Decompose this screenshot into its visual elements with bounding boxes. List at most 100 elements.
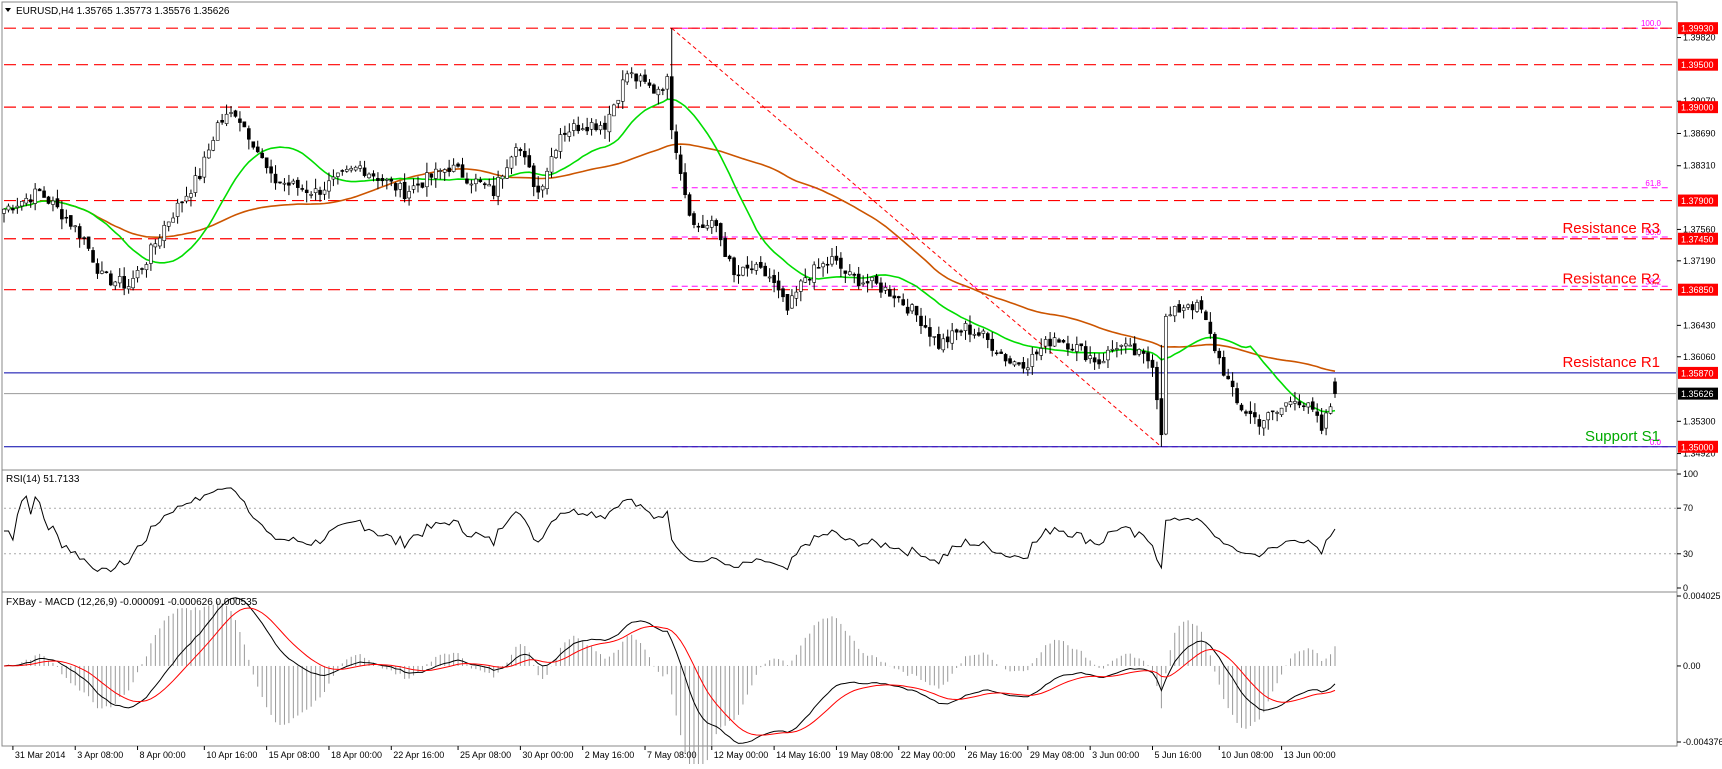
candle-body <box>1026 367 1030 371</box>
candle <box>1181 304 1186 319</box>
candle <box>1155 361 1159 410</box>
candle-body <box>1070 348 1075 351</box>
candle-body <box>64 216 69 219</box>
candle-body <box>1061 340 1066 343</box>
price-tag <box>1678 194 1718 207</box>
candle-body <box>171 217 175 223</box>
candle <box>198 168 202 181</box>
candle <box>1302 402 1306 411</box>
price-tag-label: 1.37450 <box>1681 234 1714 244</box>
candle <box>620 70 625 110</box>
candle-body <box>1088 355 1092 360</box>
candle-body <box>514 147 518 157</box>
candle-body <box>785 294 790 311</box>
candle-body <box>803 277 808 283</box>
candle <box>558 128 563 159</box>
candle-body <box>184 195 189 202</box>
candle-body <box>73 225 78 228</box>
candle-body <box>1008 358 1012 364</box>
candle-body <box>603 122 607 130</box>
candle <box>554 148 558 160</box>
rsi-tick-label: 70 <box>1683 503 1693 513</box>
candle <box>1279 407 1284 417</box>
candle-body <box>398 183 402 190</box>
candle-body <box>937 333 941 349</box>
candle-body <box>1275 412 1279 414</box>
candle-body <box>255 146 260 153</box>
candle <box>68 215 73 230</box>
candle <box>278 181 282 185</box>
candle-body <box>380 178 385 182</box>
candle <box>1079 343 1084 351</box>
candle <box>687 192 692 217</box>
candle-body <box>358 165 362 169</box>
candle <box>1097 353 1101 369</box>
candle <box>825 256 830 274</box>
candle-body <box>825 263 830 266</box>
candle-body <box>126 286 131 290</box>
candle-body <box>723 237 727 257</box>
candle-body <box>425 172 429 188</box>
time-tick-label: 22 May 00:00 <box>901 750 956 760</box>
candle <box>229 106 233 118</box>
candle <box>1221 350 1226 377</box>
candle-body <box>349 168 354 171</box>
candle-body <box>465 178 469 184</box>
candle-body <box>300 188 305 190</box>
candle-body <box>1239 404 1244 411</box>
candles <box>2 28 1337 447</box>
price-tag-label: 1.39500 <box>1681 60 1714 70</box>
candle <box>1199 296 1204 314</box>
candle <box>1270 410 1275 421</box>
candle-body <box>661 89 665 91</box>
candle <box>215 120 220 141</box>
time-tick-label: 29 May 08:00 <box>1030 750 1085 760</box>
candle-body <box>180 201 184 204</box>
candle-body <box>932 336 937 338</box>
candle-body <box>879 282 883 293</box>
candle-body <box>629 72 634 75</box>
candle <box>287 174 291 196</box>
candle-body <box>509 156 514 169</box>
candle-body <box>273 173 278 184</box>
candle <box>776 271 781 299</box>
candle <box>269 159 273 183</box>
candle-body <box>416 183 420 186</box>
candle <box>910 303 914 314</box>
candle-body <box>812 264 816 283</box>
candle <box>985 331 990 349</box>
candle-body <box>714 220 719 226</box>
candle <box>11 204 15 214</box>
candle-body <box>674 131 678 153</box>
candle <box>723 232 727 257</box>
candle <box>1172 305 1177 323</box>
candle-body <box>251 141 256 148</box>
candle-body <box>11 208 15 211</box>
candle-body <box>295 179 300 188</box>
candle-body <box>638 75 643 82</box>
price-tick-label: 1.35300 <box>1683 416 1716 426</box>
candle <box>563 125 567 142</box>
candle <box>175 198 180 224</box>
candle <box>291 178 296 186</box>
candle <box>990 332 995 357</box>
candle-body <box>309 194 313 196</box>
candle-body <box>1159 398 1164 436</box>
macd-tick-label: 0.004025 <box>1683 591 1721 601</box>
candle <box>950 322 954 350</box>
candle <box>839 252 843 278</box>
candle-body <box>523 150 527 158</box>
candle <box>37 188 42 192</box>
candle <box>162 220 167 249</box>
candle <box>523 143 527 165</box>
candle-body <box>1097 359 1101 365</box>
candle <box>874 273 879 285</box>
candle-body <box>816 267 821 269</box>
candle-body <box>540 185 545 191</box>
candle <box>1039 338 1044 361</box>
candle <box>327 172 331 199</box>
candle-body <box>790 295 794 309</box>
collapse-triangle-icon[interactable] <box>5 8 11 12</box>
candle <box>460 157 465 178</box>
